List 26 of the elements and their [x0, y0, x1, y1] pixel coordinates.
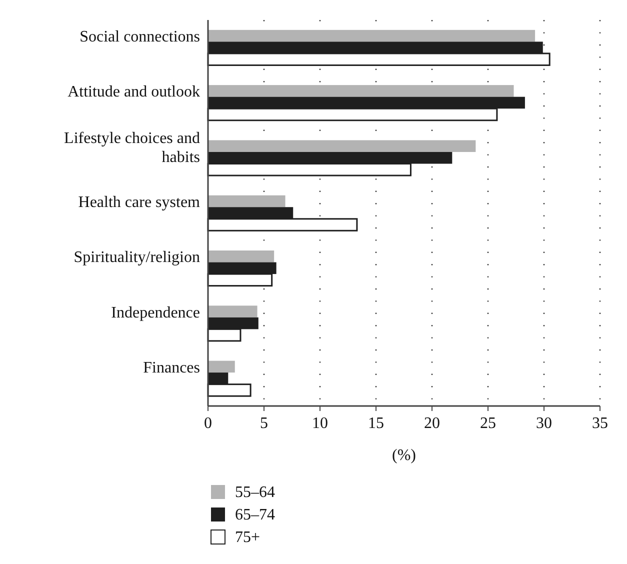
y-tick-label: Social connections — [80, 28, 200, 46]
x-tick-label: 5 — [260, 415, 268, 432]
x-tick-label: 15 — [368, 415, 384, 432]
x-tick-label: 35 — [592, 415, 608, 432]
bar — [208, 30, 536, 42]
x-tick-label: 10 — [312, 415, 328, 432]
x-tick-label: 30 — [536, 415, 552, 432]
bar — [208, 250, 274, 262]
x-tick-label: 0 — [204, 415, 212, 432]
y-tick-label: Health care system — [78, 194, 201, 211]
bar — [208, 140, 476, 152]
y-tick-label: Attitude and outlook — [68, 83, 200, 100]
y-tick-label: Lifestyle choices and habits — [64, 130, 200, 166]
legend-label: 75+ — [235, 529, 260, 546]
y-tick-label: Independence — [111, 304, 200, 321]
x-tick-label: 20 — [424, 415, 440, 432]
bar — [208, 85, 514, 97]
x-tick-label: 25 — [480, 415, 496, 432]
bar — [208, 360, 235, 373]
x-axis-title: (%) — [392, 447, 416, 464]
legend-label: 65–74 — [235, 506, 275, 524]
bar — [208, 306, 258, 318]
legend-label: 55–64 — [235, 484, 275, 501]
y-tick-label: Finances — [143, 359, 200, 376]
bar — [208, 195, 286, 208]
y-tick-label: Spirituality/religion — [74, 248, 200, 266]
